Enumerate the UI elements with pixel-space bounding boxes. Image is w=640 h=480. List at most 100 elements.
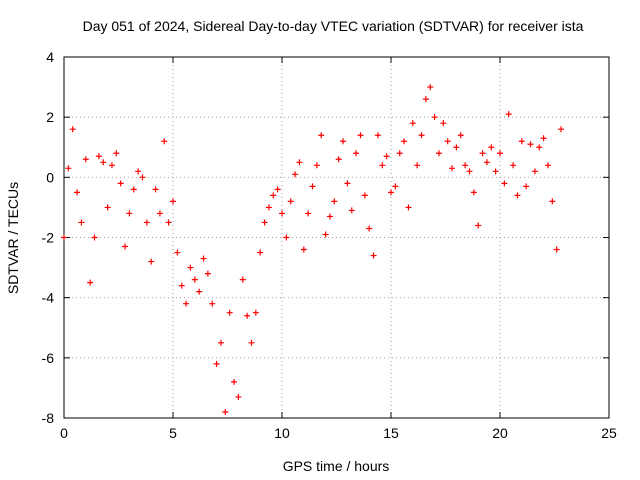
data-point [113,150,120,157]
data-point [183,300,190,307]
grid [64,57,609,418]
data-point [449,165,456,172]
axis-ticks [63,56,610,419]
data-point [213,360,220,367]
data-point [143,219,150,226]
data-point [170,198,176,205]
data-point [335,156,342,163]
data-point [244,312,251,319]
data-point [361,192,368,199]
data-point [444,138,451,145]
data-point [318,132,325,139]
y-tick-label: -4 [42,290,55,306]
data-point [505,111,512,118]
data-point [305,210,312,217]
data-points [61,84,565,415]
data-point [122,243,129,250]
data-point [239,276,246,283]
data-point [396,150,403,157]
data-point [82,156,89,163]
data-point [187,264,194,271]
data-point [274,186,281,193]
data-point [309,183,316,190]
y-tick-label: 0 [46,169,54,185]
data-point [427,84,434,91]
data-point [540,135,547,142]
data-point [248,339,255,346]
data-point [78,219,85,226]
x-tick-label: 15 [383,425,399,441]
data-point [501,180,508,187]
data-point [270,192,277,199]
data-point [279,210,285,217]
data-point [300,246,307,253]
data-point [536,144,543,151]
data-point [453,144,460,151]
data-point [283,234,290,241]
data-point [388,189,394,196]
data-point [69,126,76,133]
data-point [165,219,172,226]
data-point [287,198,294,205]
data-point [353,150,360,157]
data-point [235,393,242,400]
data-point [422,96,429,103]
data-point [379,162,386,169]
x-axis-label: GPS time / hours [283,458,390,474]
data-point [178,282,185,289]
y-tick-label: -6 [42,350,55,366]
data-point [401,138,408,145]
chart-title: Day 051 of 2024, Sidereal Day-to-day VTE… [83,18,584,34]
data-point [204,270,211,277]
data-point [117,180,124,187]
data-point [108,162,115,169]
data-point [479,150,486,157]
data-point [126,210,133,217]
data-point [462,162,469,169]
data-point [95,153,102,160]
data-point [100,159,107,166]
data-point [475,222,482,229]
data-point [435,150,442,157]
data-point [466,168,473,175]
data-point [344,180,351,187]
data-point [340,138,347,145]
data-point [209,300,216,307]
data-point [431,114,438,121]
data-point [488,144,495,151]
x-tick-label: 20 [492,425,508,441]
data-point [418,132,425,139]
data-point [440,120,447,127]
data-point [104,204,111,211]
data-point [331,198,338,205]
data-point [409,120,416,127]
data-point [231,378,238,385]
data-point [257,249,264,256]
data-point [61,234,67,241]
data-point [252,309,259,316]
data-point [523,183,530,190]
data-point [553,246,560,253]
data-point [527,141,534,148]
data-point [139,174,146,181]
data-point [296,159,303,166]
data-point [200,255,207,262]
data-point [392,183,399,190]
data-point [87,279,94,286]
data-point [174,249,181,256]
x-tick-label: 5 [169,425,177,441]
data-point [217,339,224,346]
y-tick-label: 4 [46,49,54,65]
data-point [383,153,390,160]
x-tick-label: 0 [60,425,68,441]
data-point [265,204,272,211]
data-point [91,234,98,241]
data-point [497,150,503,157]
data-point [483,159,490,166]
x-tick-label: 25 [601,425,617,441]
y-tick-label: 2 [46,109,54,125]
data-point [326,213,333,220]
data-point [558,126,565,133]
